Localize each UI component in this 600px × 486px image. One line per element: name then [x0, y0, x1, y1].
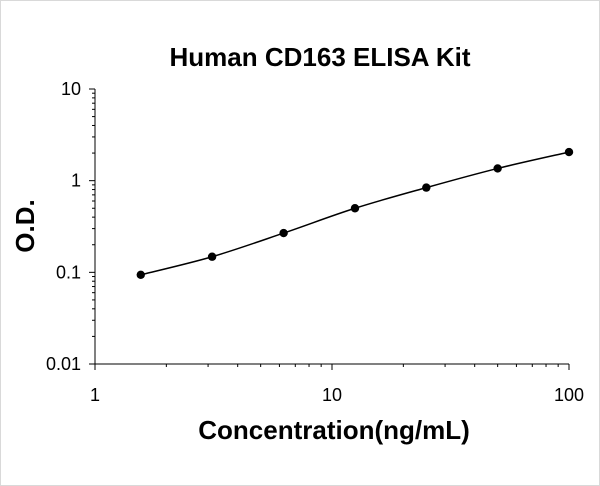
data-points [136, 147, 574, 279]
trendline [140, 151, 570, 276]
fit-curve [140, 151, 570, 276]
x-tick-label: 1 [90, 385, 100, 405]
data-point [207, 252, 217, 261]
data-point [136, 270, 145, 279]
axes [94, 89, 569, 365]
y-axis-label: O.D. [10, 199, 40, 252]
data-point [564, 147, 574, 157]
y-tick-label: 10 [61, 79, 81, 99]
x-axis-label: Concentration(ng/mL) [198, 415, 470, 445]
chart-title: Human CD163 ELISA Kit [170, 42, 471, 72]
axis-ticks: 0.01 0.1 1 10 1 10 100 [46, 79, 584, 405]
y-tick-label: 0.1 [56, 262, 81, 282]
x-tick-label: 100 [554, 385, 584, 405]
data-point [422, 183, 431, 192]
y-tick-label: 1 [71, 171, 81, 191]
data-point [279, 228, 288, 238]
y-tick-label: 0.01 [46, 354, 81, 374]
data-point [493, 164, 502, 173]
x-tick-label: 10 [322, 385, 342, 405]
data-point [350, 204, 360, 213]
